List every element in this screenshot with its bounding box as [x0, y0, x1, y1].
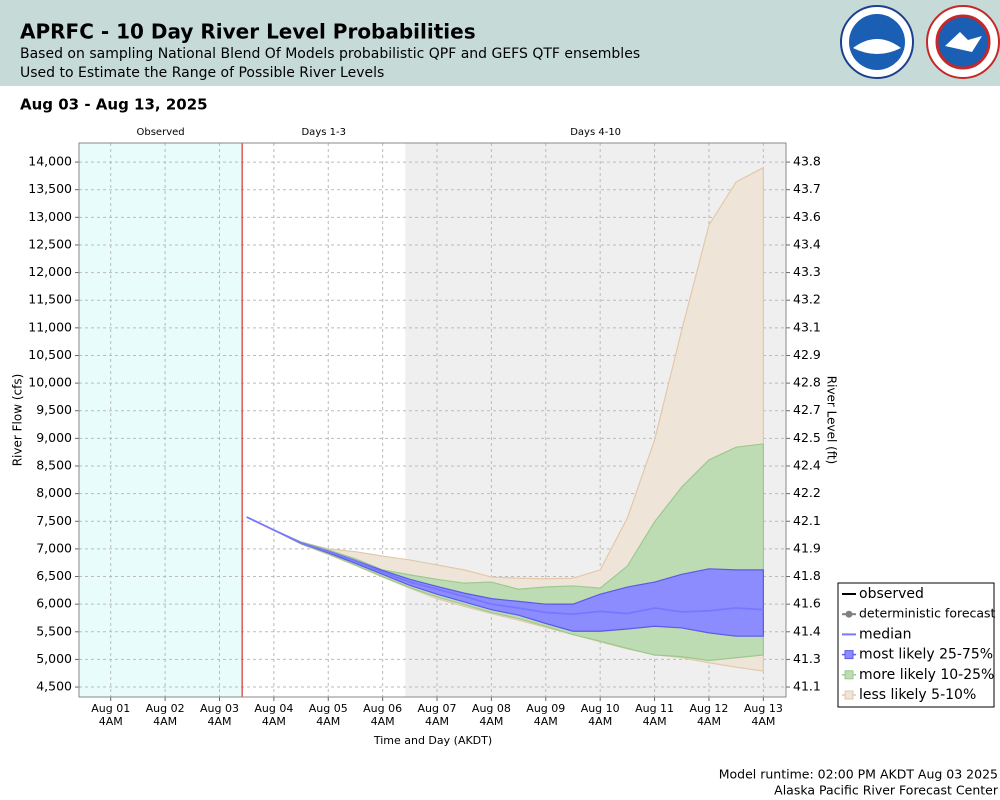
- x-tick-label: 4AM: [697, 715, 721, 728]
- title: APRFC - 10 Day River Level Probabilities: [20, 20, 476, 44]
- legend-swatch: [844, 690, 854, 700]
- y2-tick-label: 42.5: [793, 430, 821, 445]
- y-tick-label: 14,000: [28, 154, 72, 169]
- y-tick-label: 8,000: [36, 485, 72, 500]
- x-tick-label: Aug 07: [418, 702, 457, 715]
- header-band: [0, 0, 1000, 86]
- x-axis-label: Time and Day (AKDT): [373, 734, 492, 747]
- x-tick-label: 4AM: [479, 715, 503, 728]
- x-tick-label: Aug 01: [91, 702, 130, 715]
- subtitle: Used to Estimate the Range of Possible R…: [20, 65, 384, 81]
- region-label: Observed: [137, 127, 185, 138]
- x-tick-label: Aug 04: [254, 702, 293, 715]
- y-tick-label: 10,500: [28, 347, 72, 362]
- y2-tick-label: 42.4: [793, 458, 821, 473]
- nws-logo: [926, 5, 1000, 79]
- x-tick-label: 4AM: [153, 715, 177, 728]
- x-tick-label: Aug 09: [526, 702, 565, 715]
- noaa-logo: [840, 5, 914, 79]
- x-tick-label: Aug 06: [363, 702, 402, 715]
- y-tick-label: 10,000: [28, 375, 72, 390]
- region-label: Days 1-3: [301, 127, 345, 138]
- y-tick-label: 9,500: [36, 402, 72, 417]
- probability-band: [246, 516, 764, 637]
- y2-tick-label: 43.8: [793, 154, 821, 169]
- y-tick-label: 7,500: [36, 513, 72, 528]
- y-tick-label: 12,500: [28, 236, 72, 251]
- y2-axis-label: River Level (ft): [825, 376, 839, 464]
- y2-tick-label: 43.6: [793, 209, 821, 224]
- y-tick-label: 5,500: [36, 623, 72, 638]
- y-axis-label: River Flow (cfs): [11, 374, 25, 467]
- region-label: Days 4-10: [570, 127, 621, 138]
- y2-tick-label: 42.7: [793, 402, 821, 417]
- region-band: [79, 143, 243, 697]
- y2-tick-label: 43.1: [793, 319, 821, 334]
- legend-box: [837, 582, 995, 708]
- y-tick-label: 12,000: [28, 264, 72, 279]
- y-tick-label: 4,500: [36, 679, 72, 694]
- y-tick-label: 9,000: [36, 430, 72, 445]
- x-tick-label: 4AM: [643, 715, 667, 728]
- legend-swatch: [845, 610, 853, 618]
- x-tick-label: Aug 02: [146, 702, 185, 715]
- x-tick-label: 4AM: [99, 715, 123, 728]
- x-tick-label: 4AM: [425, 715, 449, 728]
- footer: Model runtime: 02:00 PM AKDT Aug 03 2025: [719, 767, 998, 782]
- date-range: Aug 03 - Aug 13, 2025: [20, 96, 208, 114]
- y-tick-label: 5,000: [36, 651, 72, 666]
- y2-tick-label: 41.1: [793, 679, 821, 694]
- y-tick-label: 13,000: [28, 209, 72, 224]
- y-tick-label: 11,000: [28, 319, 72, 334]
- x-tick-label: 4AM: [588, 715, 612, 728]
- y2-tick-label: 42.8: [793, 375, 821, 390]
- x-tick-label: 4AM: [371, 715, 395, 728]
- x-tick-label: 4AM: [316, 715, 340, 728]
- region-band: [242, 143, 406, 697]
- legend-label: most likely 25-75%: [859, 647, 993, 663]
- y-tick-label: 11,500: [28, 292, 72, 307]
- x-tick-label: Aug 08: [472, 702, 511, 715]
- y2-tick-label: 43.4: [793, 236, 821, 251]
- y2-tick-label: 43.2: [793, 292, 821, 307]
- plot-frame: [78, 142, 787, 698]
- y-tick-label: 6,500: [36, 568, 72, 583]
- y2-tick-label: 43.7: [793, 181, 821, 196]
- legend-label: less likely 5-10%: [859, 687, 976, 703]
- y2-tick-label: 42.2: [793, 485, 821, 500]
- x-tick-label: Aug 12: [689, 702, 728, 715]
- x-tick-label: Aug 11: [635, 702, 674, 715]
- legend-swatch: [844, 670, 854, 680]
- legend-swatch: [844, 650, 854, 660]
- x-tick-label: Aug 10: [581, 702, 620, 715]
- y2-tick-label: 41.4: [793, 623, 821, 638]
- y2-tick-label: 42.1: [793, 513, 821, 528]
- x-tick-label: 4AM: [751, 715, 775, 728]
- x-tick-label: 4AM: [207, 715, 231, 728]
- probability-band: [246, 166, 764, 672]
- y2-tick-label: 41.6: [793, 596, 821, 611]
- legend-label: median: [859, 626, 911, 642]
- y2-tick-label: 43.3: [793, 264, 821, 279]
- y2-tick-label: 42.9: [793, 347, 821, 362]
- y-tick-label: 13,500: [28, 181, 72, 196]
- subtitle: Based on sampling National Blend Of Mode…: [20, 46, 640, 62]
- footer: Alaska Pacific River Forecast Center: [774, 783, 999, 798]
- legend-label: deterministic forecast: [859, 606, 996, 621]
- x-tick-label: Aug 05: [309, 702, 348, 715]
- x-tick-label: 4AM: [262, 715, 286, 728]
- y2-tick-label: 41.8: [793, 568, 821, 583]
- x-tick-label: Aug 13: [744, 702, 783, 715]
- y-tick-label: 6,000: [36, 596, 72, 611]
- median-line: [246, 516, 764, 616]
- x-tick-label: Aug 03: [200, 702, 239, 715]
- y-tick-label: 7,000: [36, 540, 72, 555]
- y-tick-label: 8,500: [36, 458, 72, 473]
- y2-tick-label: 41.3: [793, 651, 821, 666]
- x-tick-label: 4AM: [534, 715, 558, 728]
- legend-label: more likely 10-25%: [859, 667, 994, 683]
- legend-label: observed: [859, 586, 924, 602]
- y2-tick-label: 41.9: [793, 540, 821, 555]
